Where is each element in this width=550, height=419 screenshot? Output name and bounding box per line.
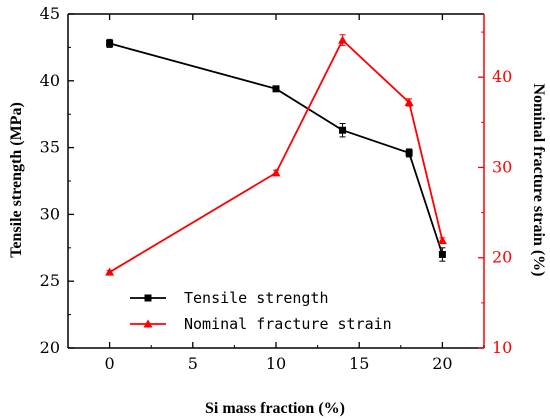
series-line: [109, 42, 444, 255]
data-point-square: [438, 250, 446, 258]
x-tick-label: 15: [349, 354, 369, 373]
series-layer: [105, 34, 447, 276]
data-point-square: [405, 149, 413, 157]
data-point-triangle: [338, 35, 348, 44]
y-left-tick-label: 40: [40, 71, 60, 90]
y-left-tick-label: 20: [40, 338, 60, 357]
y-axis-right-title: Nominal fracture strain (%): [530, 84, 547, 277]
legend-label: Tensile strength: [184, 289, 329, 307]
series-line: [109, 38, 444, 273]
legend: Tensile strength Nominal fracture strain: [130, 289, 392, 333]
x-tick-label: 0: [105, 354, 115, 373]
y-right-tick-label: 20: [492, 248, 512, 267]
data-point-triangle: [404, 97, 414, 106]
data-point-square: [106, 39, 114, 47]
y-right-tick-label: 30: [492, 157, 512, 176]
data-point-triangle: [105, 267, 115, 276]
legend-marker-square: [144, 294, 152, 302]
data-point-triangle: [437, 236, 447, 245]
x-tick-label: 20: [432, 354, 452, 373]
y-left-tick-label: 25: [40, 271, 60, 290]
data-point-square: [339, 126, 347, 134]
y-left-tick-label: 45: [40, 4, 60, 23]
y-right-tick-label: 10: [492, 338, 512, 357]
legend-label: Nominal fracture strain: [184, 315, 392, 333]
y-right-tick-label: 40: [492, 67, 512, 86]
x-axis-title: Si mass fraction (%): [205, 400, 345, 417]
data-point-square: [272, 85, 280, 93]
x-axis: 0 5 10 15 20: [67, 14, 485, 373]
y-left-tick-label: 35: [40, 138, 60, 157]
data-point-triangle: [271, 168, 281, 177]
x-tick-label: 5: [188, 354, 198, 373]
y-axis-left-title: Tensile strength (MPa): [8, 102, 25, 258]
y-axis-left: 20 25 30 35 40 45: [40, 4, 74, 357]
y-axis-right: 10 20 30 40: [478, 31, 512, 357]
legend-marker-triangle: [143, 319, 153, 328]
y-left-tick-label: 30: [40, 204, 60, 223]
x-tick-label: 10: [266, 354, 286, 373]
